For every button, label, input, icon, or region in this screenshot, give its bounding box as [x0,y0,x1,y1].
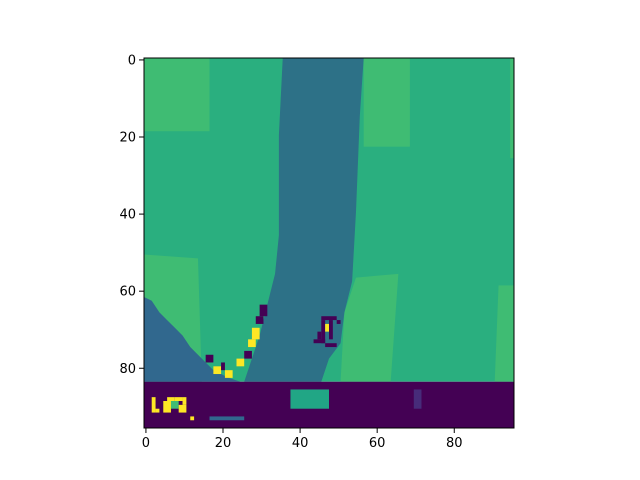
forest-patch-far-right [494,285,514,382]
y-tick-label: 20 [119,131,136,146]
x-axis-ticks: 0 20 40 60 80 [142,428,463,451]
forest-patch-top-left [144,58,210,132]
forest-patch-top-right [363,58,410,147]
forest-patch-right-edge [510,58,514,159]
x-tick-label: 20 [215,436,232,451]
axes-frame [143,57,515,429]
hud-fuel-marker [413,389,422,409]
y-tick-label: 80 [119,362,136,377]
forest-patch-right-lower [340,273,399,382]
x-tick-label: 80 [446,436,463,451]
player-sprite [313,316,341,348]
game-frame-image [144,58,514,428]
hud-score-pixels [151,397,245,421]
deep-water-left [144,296,241,382]
river [244,58,364,382]
y-tick-label: 40 [119,208,136,223]
hud-fuel-gauge [290,389,329,409]
x-tick-label: 60 [369,436,386,451]
y-tick-label: 60 [119,285,136,300]
x-tick-label: 0 [142,436,150,451]
shoreline-trail [205,304,268,378]
y-axis-ticks: 0 20 40 60 80 [119,53,144,377]
y-tick-label: 0 [128,53,136,68]
x-tick-label: 40 [292,436,309,451]
